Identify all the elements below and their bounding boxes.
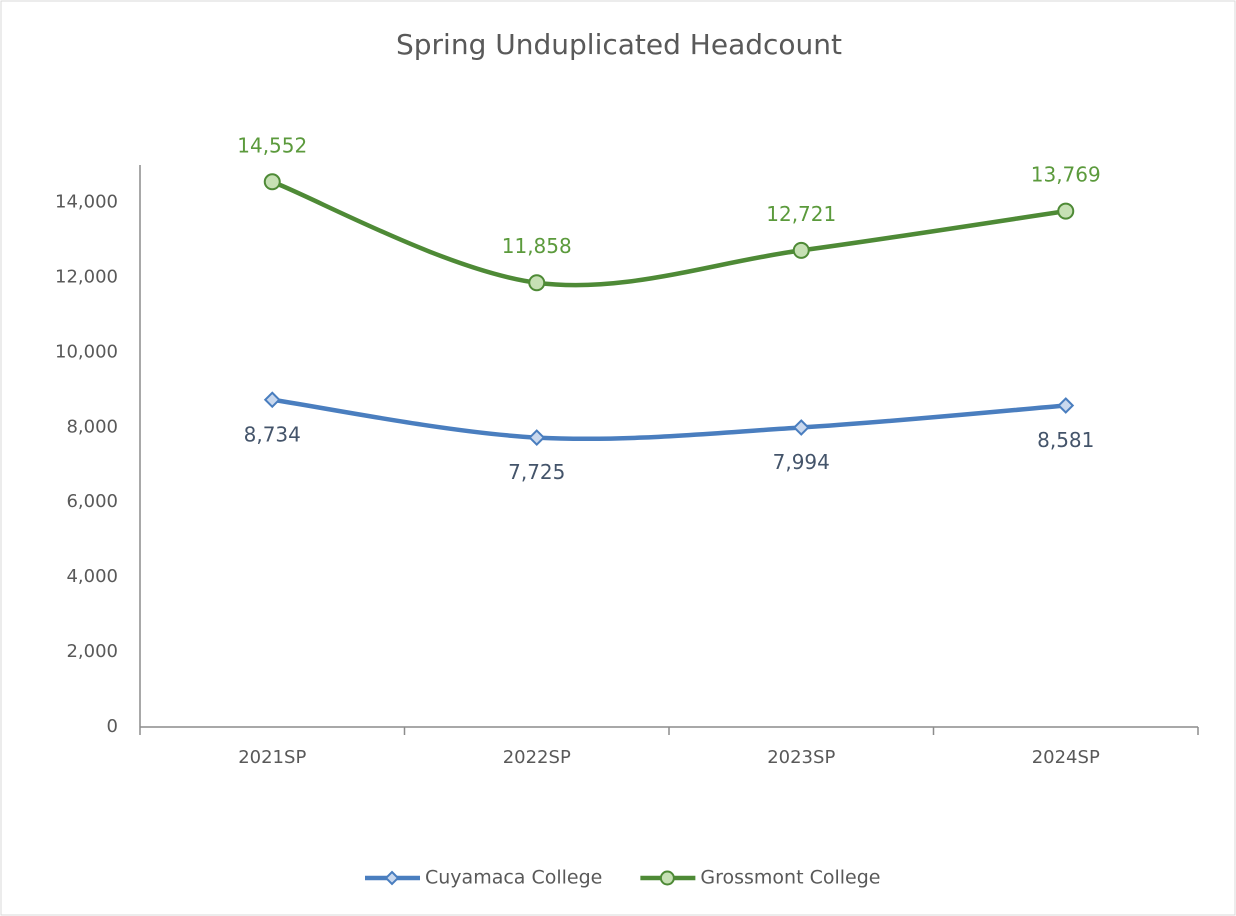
x-tick-label: 2021SP [238,747,306,768]
y-tick-label: 0 [107,716,118,737]
series-line [270,397,1068,442]
x-tick-label: 2023SP [767,747,835,768]
x-tick-label: 2022SP [503,747,571,768]
data-label: 11,858 [502,234,572,258]
point [1057,202,1075,220]
legend-marker [659,870,675,886]
data-label: 13,769 [1031,163,1101,187]
point [263,391,281,409]
data-label: 8,581 [1037,428,1094,452]
series-line [270,179,1068,288]
point [528,429,546,446]
legend-label: Cuyamaca College [425,867,602,889]
y-tick-label: 8,000 [66,416,118,437]
y-tick-label: 10,000 [55,341,118,362]
x-tick-label: 2024SP [1032,747,1100,768]
data-label: 7,725 [508,460,565,484]
y-tick-label: 6,000 [66,491,118,512]
y-tick-label: 4,000 [66,566,118,587]
legend-label: Grossmont College [700,867,880,889]
data-label: 7,994 [773,450,830,474]
data-label: 14,552 [237,133,307,157]
point [1057,397,1075,414]
y-tick-label: 2,000 [66,641,118,662]
y-tick-label: 14,000 [55,191,118,212]
data-label: 12,721 [766,202,836,226]
y-tick-label: 12,000 [55,266,118,287]
data-label: 8,734 [244,422,301,446]
point [792,419,810,436]
legend-marker [384,870,400,886]
chart-title: Spring Unduplicated Headcount [396,28,842,61]
point [263,173,281,191]
point [528,274,546,292]
point [792,241,810,259]
